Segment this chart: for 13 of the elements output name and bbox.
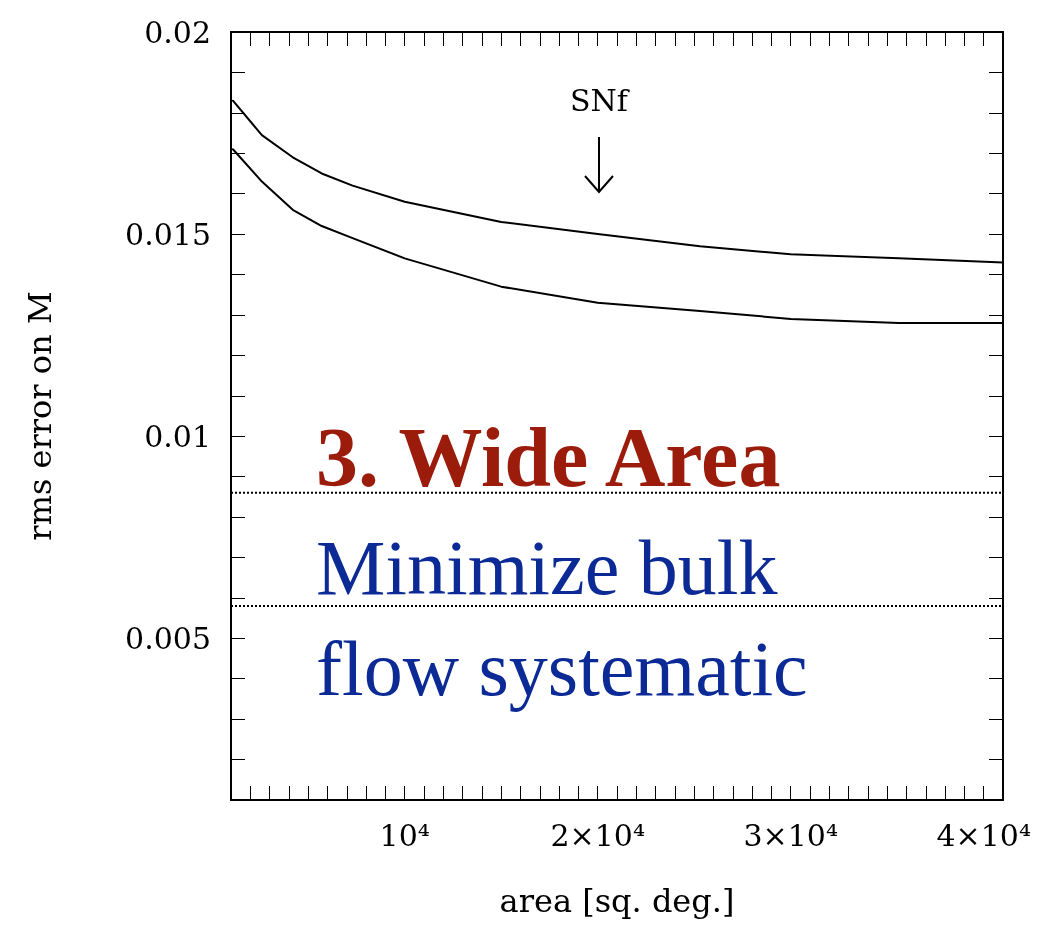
- y-tick-label: 0.005: [125, 620, 211, 656]
- y-tick-label: 0.01: [144, 418, 211, 454]
- x-tick-label: 3×10⁴: [743, 817, 838, 853]
- annotation: Minimize bulk flow systematic: [316, 523, 809, 715]
- x-tick-label: 2×10⁴: [550, 817, 645, 853]
- annotation: SNf: [568, 83, 631, 119]
- y-tick-label: 0.015: [125, 216, 211, 252]
- y-axis-title: rms error on M: [21, 291, 59, 541]
- y-tick-label: 0.02: [144, 14, 211, 50]
- annotation: 3. Wide Area: [316, 411, 782, 504]
- x-tick-label: 4×10⁴: [936, 817, 1031, 853]
- x-tick-label: 10⁴: [379, 817, 430, 853]
- x-axis-title: area [sq. deg.]: [499, 882, 735, 920]
